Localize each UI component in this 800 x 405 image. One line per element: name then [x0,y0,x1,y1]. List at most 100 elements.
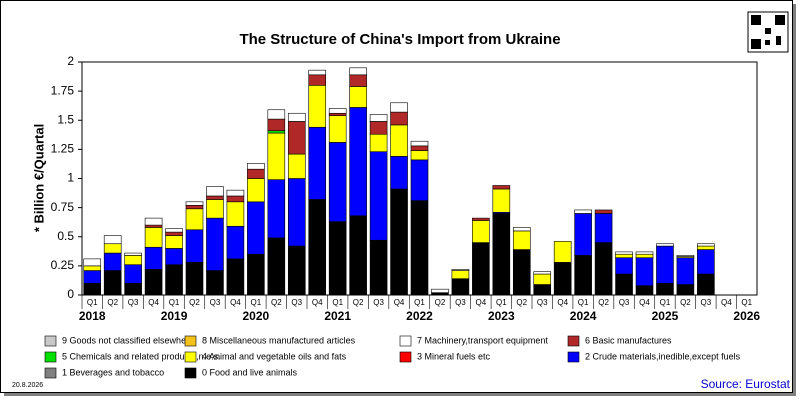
bar-segment [349,74,367,87]
chart-title: The Structure of China's Import from Ukr… [239,31,560,48]
bar-segment [615,253,633,259]
bar-segment [226,201,245,227]
y-tick-label: 1 [67,171,74,185]
bar-segment [635,251,654,255]
bar-segment [390,102,408,113]
bar-segment [165,248,183,266]
year-label: 2023 [488,309,515,323]
x-tick-label: Q2 [598,298,609,307]
x-tick-label: Q3 [619,298,630,307]
year-label: 2019 [161,309,188,323]
bar-segment [144,224,163,228]
bar-segment [247,163,265,170]
bar-segment [369,133,388,153]
bar-segment [226,258,245,296]
x-tick-label: Q4 [230,298,241,307]
legend-label: 5 Chemicals and related products,n.e.s. [62,351,221,361]
bar-segment [226,189,245,197]
x-tick-label: Q3 [373,298,384,307]
legend-label: 8 Miscellaneous manufactured articles [202,335,356,345]
y-tick-label: 1.75 [51,83,75,97]
bar-segment [328,221,347,296]
bar-segment [390,111,408,126]
legend-swatch [399,335,412,347]
bar-segment [83,270,102,284]
bar-segment [287,112,306,122]
bar-segment [349,215,367,296]
bar-segment [410,145,429,151]
bar-segment [349,86,367,108]
bar-segment [512,230,531,250]
bar-segment [594,242,613,296]
bar-segment [206,199,224,219]
bar-segment [697,249,715,275]
bar-segment [615,257,633,275]
bar-segment [287,153,306,179]
source: Source: Eurostat [701,377,791,391]
x-tick-label: Q4 [721,298,732,307]
y-tick-label: 0.25 [51,258,75,272]
x-tick-label: Q4 [394,298,405,307]
bar-segment [83,265,102,271]
bar-segment [165,235,183,249]
bar-segment [676,284,695,296]
bar-segment [267,179,286,239]
bar-segment [512,227,531,232]
bar-segment [124,252,142,256]
bar-segment [328,112,347,116]
legend-label: 2 Crude materials,inedible,except fuels [585,351,741,361]
bar-segment [615,273,633,296]
bar-segment [635,253,654,259]
legend-label: 7 Machinery,transport equipment [417,335,548,345]
bar-segment [472,242,490,296]
bar-segment [574,209,592,214]
bar-segment [369,151,388,241]
bar-segment [267,132,286,180]
x-tick-label: Q2 [353,298,364,307]
bar-segment [533,273,552,285]
legend-label: 3 Mineral fuels etc [417,351,491,361]
year-label: 2020 [243,309,270,323]
bar-segment [308,69,327,76]
bar-segment [594,209,613,214]
x-tick-label: Q1 [660,298,671,307]
bar-segment [206,217,224,271]
bar-segment [656,283,674,296]
bar-segment [328,142,347,222]
year-label: 2021 [324,309,351,323]
bar-segment [144,227,163,248]
y-tick-label: 0.5 [57,229,74,243]
bar-segment [287,245,306,296]
x-tick-label: Q4 [148,298,159,307]
x-tick-label: Q2 [107,298,118,307]
bar-segment [472,220,490,243]
x-tick-label: Q1 [578,298,589,307]
x-tick-label: Q4 [312,298,323,307]
bar-segment [165,228,183,233]
bar-segment [185,201,204,206]
bar-segment [124,264,142,284]
bar-segment [206,195,224,200]
bar-segment [247,253,265,296]
x-tick-label: Q4 [557,298,568,307]
bar-segment [226,225,245,260]
y-tick-label: 2 [67,54,74,68]
bar-segment [103,235,122,245]
bar-segment [287,121,306,155]
y-tick-label: 1.25 [51,142,75,156]
bar-segment [390,124,408,157]
legend-swatch [567,351,580,363]
x-tick-label: Q4 [476,298,487,307]
bar-segment [165,264,183,296]
bar-segment [124,255,142,266]
legend-swatch [399,351,412,363]
bar-segment [697,243,715,247]
bar-segment [185,262,204,296]
bar-segment [83,258,102,267]
x-tick-label: Q2 [680,298,691,307]
bar-segment [574,213,592,256]
bar-segment [697,245,715,250]
bar-segment [369,239,388,296]
bar-segment [308,74,327,86]
